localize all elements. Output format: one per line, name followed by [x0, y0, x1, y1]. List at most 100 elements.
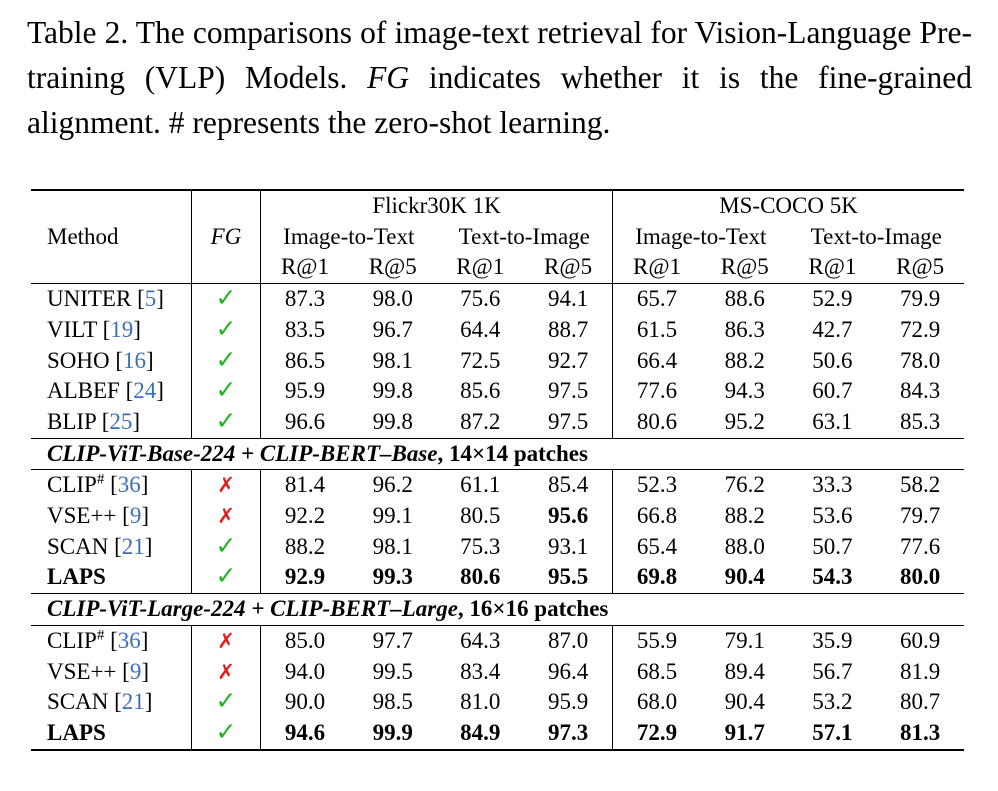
value-cell: 87.0: [524, 624, 613, 657]
value-cell: 72.9: [612, 717, 701, 751]
value-cell: 96.4: [547, 658, 589, 684]
table-row: LAPS ✓ 94.6 99.9 84.9 97.3 72.9 91.7 57.1 81.3: [31, 717, 964, 751]
value-cell: 65.4: [612, 531, 701, 563]
flickr-header: Flickr30K 1K: [259, 189, 613, 222]
recall-header: R@5: [368, 254, 417, 280]
recall-header: R@1: [259, 252, 349, 284]
fg-cell: ✓: [191, 717, 261, 751]
method-name: UNITER: [47, 286, 132, 312]
value-cell: 60.7: [812, 378, 853, 404]
value-cell: 69.8: [612, 562, 701, 594]
retrieval-table: Flickr30K 1K MS-COCO 5K Method FG Image-…: [31, 189, 964, 751]
table-row: VSE++ [9] ✗ 94.0 99.5 83.4 96.4 68.5 89.4 56.7 81…: [31, 656, 964, 688]
value-cell: 84.3: [900, 378, 941, 404]
fg-cell: ✓: [191, 314, 261, 346]
value-cell: 66.8: [612, 501, 701, 532]
value-cell: 99.9: [348, 717, 437, 751]
value-cell: 77.6: [900, 533, 941, 559]
vlp-rows: UNITER [5] ✓ 87.3 98.0 75.6 94.1 65.7 88.6 52.9 7…: [31, 283, 964, 439]
method-cell: VILT [19]: [47, 316, 141, 342]
caption-fg-symbol: FG: [367, 60, 410, 95]
value-cell: 85.4: [524, 469, 613, 502]
check-icon: ✓: [215, 563, 237, 591]
fg-cell: ✗: [191, 624, 261, 657]
value-cell: 94.1: [524, 283, 613, 315]
method-cell: UNITER [5]: [31, 283, 192, 315]
table-row: SOHO [16] ✓ 86.5 98.1 72.5 92.7 66.4 88.2 50.6 78…: [31, 345, 964, 377]
value-cell: 60.9: [876, 624, 964, 657]
value-cell: 79.1: [701, 624, 789, 657]
value-cell: 75.6: [436, 283, 525, 315]
value-cell: 95.9: [547, 689, 589, 715]
check-icon: ✓: [215, 346, 237, 374]
method-cell: VSE++ [9]: [47, 658, 149, 684]
fg-cell: ✓: [191, 687, 261, 718]
value-cell: 66.4: [612, 345, 701, 377]
fg-cell: ✗: [191, 656, 261, 688]
recall-header: R@5: [896, 254, 945, 280]
fg-cell: ✗: [191, 501, 261, 532]
table-row: VILT [19] ✓ 83.5 96.7 64.4 88.7 61.5 86.3 42.7 72…: [31, 314, 964, 346]
citation-link: 21: [121, 533, 145, 559]
recall-header: R@1: [456, 254, 505, 280]
value-cell: 80.0: [900, 564, 941, 590]
value-cell: 58.2: [876, 469, 964, 502]
table-row: UNITER [5] ✓ 87.3 98.0 75.6 94.1 65.7 88.6 52.9 7…: [31, 283, 964, 315]
citation-link: 5: [144, 286, 157, 312]
table-row: VSE++ [9] ✗ 92.2 99.1 80.5 95.6 66.8 88.2 53.6 79…: [31, 501, 964, 532]
method-name: CLIP: [47, 472, 97, 498]
value-cell: 96.6: [259, 406, 349, 439]
citation-link: 36: [117, 472, 141, 498]
value-cell: 98.1: [372, 533, 413, 559]
value-cell: 79.9: [876, 283, 964, 315]
coco-i2t-header: Image-to-Text: [612, 221, 789, 253]
flickr-t2i-header: Text-to-Image: [458, 223, 590, 249]
table-row: ALBEF [24] ✓ 95.9 99.8 85.6 97.5 77.6 94.3 60.7 8…: [31, 376, 964, 407]
fg-cell: ✗: [191, 469, 261, 502]
fg-cell: ✓: [191, 345, 261, 377]
value-cell: 78.0: [900, 347, 941, 373]
header-row-2: Method FG Image-to-Text Text-to-Image Im…: [31, 221, 964, 253]
large-rows: CLIP# [36] ✗ 85.0 97.7 64.3 87.0 55.9 79.1 35.9 6…: [31, 624, 964, 751]
fg-cell: ✓: [191, 562, 261, 594]
value-cell: 85.0: [259, 624, 349, 657]
value-cell: 42.7: [812, 316, 853, 342]
method-name: LAPS: [47, 564, 106, 590]
value-cell: 99.5: [372, 658, 413, 684]
value-cell: 95.6: [547, 503, 589, 529]
value-cell: 88.6: [701, 283, 789, 315]
fg-header: FG: [210, 223, 242, 249]
method-name: SOHO: [47, 347, 110, 373]
value-cell: 50.6: [812, 347, 853, 373]
value-cell: 88.0: [724, 533, 765, 559]
check-icon: ✓: [215, 688, 237, 716]
value-cell: 88.2: [724, 503, 765, 529]
value-cell: 94.6: [259, 717, 349, 751]
value-cell: 97.3: [524, 717, 613, 751]
value-cell: 98.1: [372, 347, 413, 373]
value-cell: 89.4: [724, 658, 765, 684]
citation-link: 9: [129, 658, 142, 684]
value-cell: 86.3: [724, 316, 765, 342]
recall-header: R@1: [808, 254, 857, 280]
cross-icon: ✗: [217, 628, 235, 653]
citation-link: 25: [109, 408, 133, 434]
value-cell: 72.9: [900, 316, 941, 342]
method-name: CLIP: [47, 627, 97, 653]
value-cell: 87.2: [460, 408, 501, 434]
cross-icon: ✗: [217, 504, 235, 529]
table-caption: Table 2. The comparisons of image-text r…: [27, 10, 972, 145]
value-cell: 99.8: [372, 408, 413, 434]
method-cell: SCAN [21]: [47, 533, 153, 559]
value-cell: 53.6: [812, 503, 853, 529]
value-cell: 57.1: [788, 717, 877, 751]
check-icon: ✓: [215, 377, 237, 405]
value-cell: 97.5: [547, 408, 589, 434]
recall-header: R@5: [544, 254, 593, 280]
fg-cell: ✓: [191, 531, 261, 563]
method-cell: CLIP# [36]: [31, 624, 192, 657]
value-cell: 81.4: [259, 469, 349, 502]
value-cell: 80.6: [612, 406, 701, 439]
method-cell: CLIP# [36]: [31, 469, 192, 502]
value-cell: 90.0: [259, 687, 349, 718]
